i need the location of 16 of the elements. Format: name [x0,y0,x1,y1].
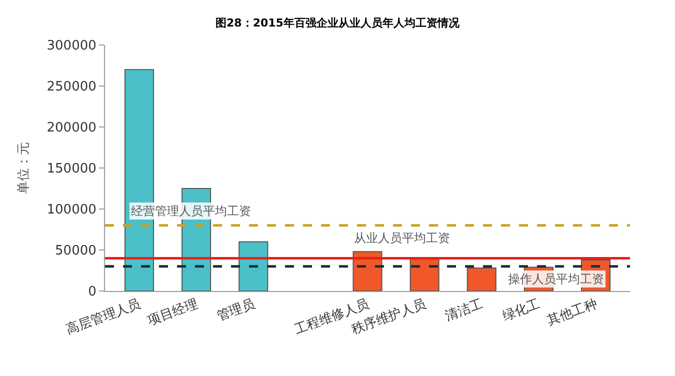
x-tick-label: 清洁工 [443,296,486,324]
y-tick-label: 250000 [46,80,96,95]
x-tick-label: 管理员 [215,296,257,324]
y-tick-label: 100000 [46,202,96,218]
x-tick-label: 绿化工 [500,296,542,324]
x-tick-label: 其他工种 [545,296,600,329]
y-tick-label: 50000 [55,244,96,259]
ref-line-label: 从业人员平均工资 [354,231,450,245]
ref-line-label: 经营管理人员平均工资 [131,204,251,218]
chart-title: 图28：2015年百强企业从业人员年人均工资情况 [216,16,460,30]
x-tick-label: 项目经理 [146,296,200,329]
y-tick-label: 200000 [46,120,96,136]
y-tick-label: 300000 [46,38,96,54]
ref-line-label: 操作人员平均工资 [508,272,604,286]
y-tick-label: 150000 [46,162,96,177]
y-axis-title: 单位：元 [16,142,32,194]
